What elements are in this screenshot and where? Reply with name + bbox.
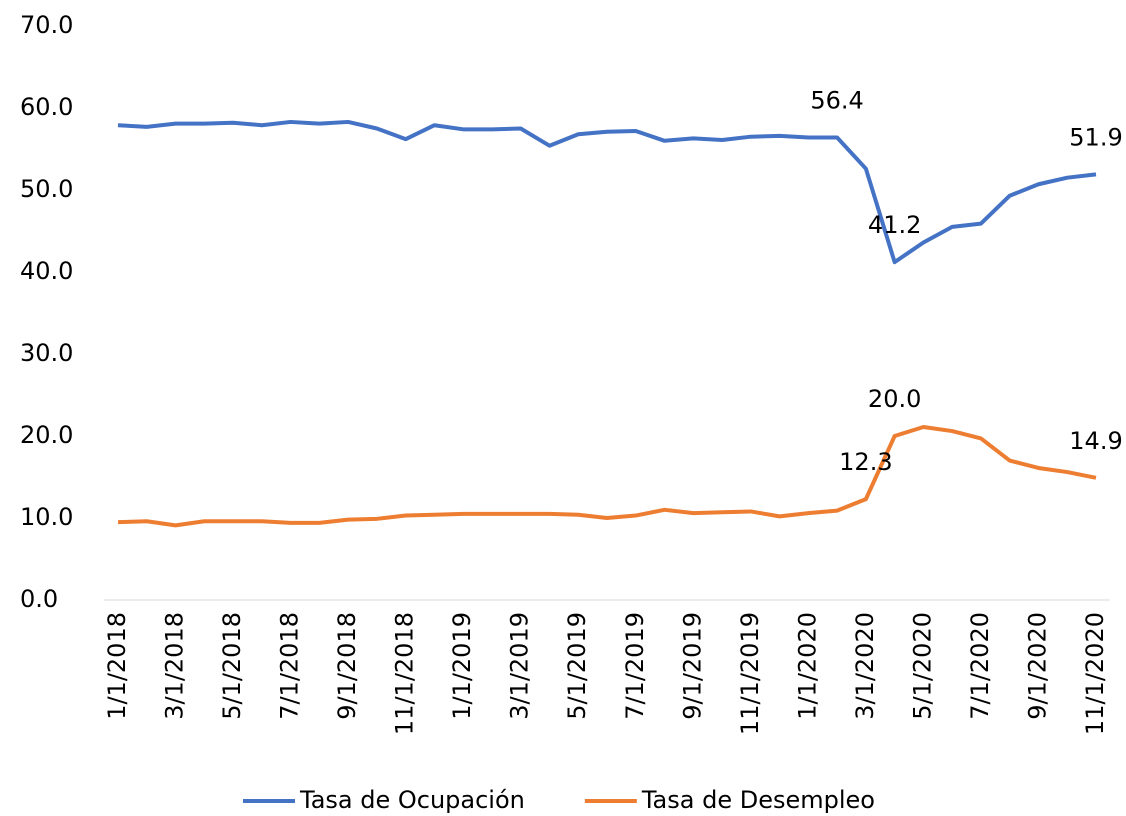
y-tick-label: 0.0 — [20, 585, 58, 613]
x-tick-label: 7/1/2020 — [966, 612, 994, 720]
data-label: 41.2 — [868, 211, 921, 239]
x-tick-label: 7/1/2019 — [621, 612, 649, 720]
x-tick-label: 5/1/2019 — [563, 612, 591, 720]
x-tick-label: 9/1/2019 — [678, 612, 706, 720]
x-tick-label: 1/1/2018 — [103, 612, 131, 720]
x-tick-label: 3/1/2020 — [851, 612, 879, 720]
data-label: 20.0 — [868, 385, 921, 413]
x-tick-label: 11/1/2019 — [736, 612, 764, 735]
x-tick-label: 5/1/2020 — [908, 612, 936, 720]
legend-label: Tasa de Ocupación — [299, 786, 525, 814]
y-tick-label: 60.0 — [20, 93, 73, 121]
legend-label: Tasa de Desempleo — [641, 786, 875, 814]
x-tick-label: 9/1/2018 — [333, 612, 361, 720]
data-label: 51.9 — [1069, 123, 1122, 151]
y-tick-label: 10.0 — [20, 503, 73, 531]
series-line — [117, 424, 1097, 528]
series-line — [117, 119, 1097, 265]
y-tick-label: 70.0 — [20, 11, 73, 39]
y-tick-label: 50.0 — [20, 175, 73, 203]
data-label: 56.4 — [810, 87, 863, 115]
x-tick-label: 3/1/2019 — [506, 612, 534, 720]
x-tick-label: 1/1/2020 — [793, 612, 821, 720]
x-tick-label: 9/1/2020 — [1023, 612, 1051, 720]
data-label: 12.3 — [839, 448, 892, 476]
x-tick-label: 1/1/2019 — [448, 612, 476, 720]
y-tick-label: 20.0 — [20, 421, 73, 449]
x-tick-label: 11/1/2018 — [391, 612, 419, 735]
x-tick-label: 11/1/2020 — [1081, 612, 1109, 735]
x-tick-label: 3/1/2018 — [161, 612, 189, 720]
data-label: 14.9 — [1069, 427, 1122, 455]
x-tick-label: 7/1/2018 — [276, 612, 304, 720]
x-tick-label: 5/1/2018 — [218, 612, 246, 720]
y-tick-label: 30.0 — [20, 339, 73, 367]
y-tick-label: 40.0 — [20, 257, 73, 285]
